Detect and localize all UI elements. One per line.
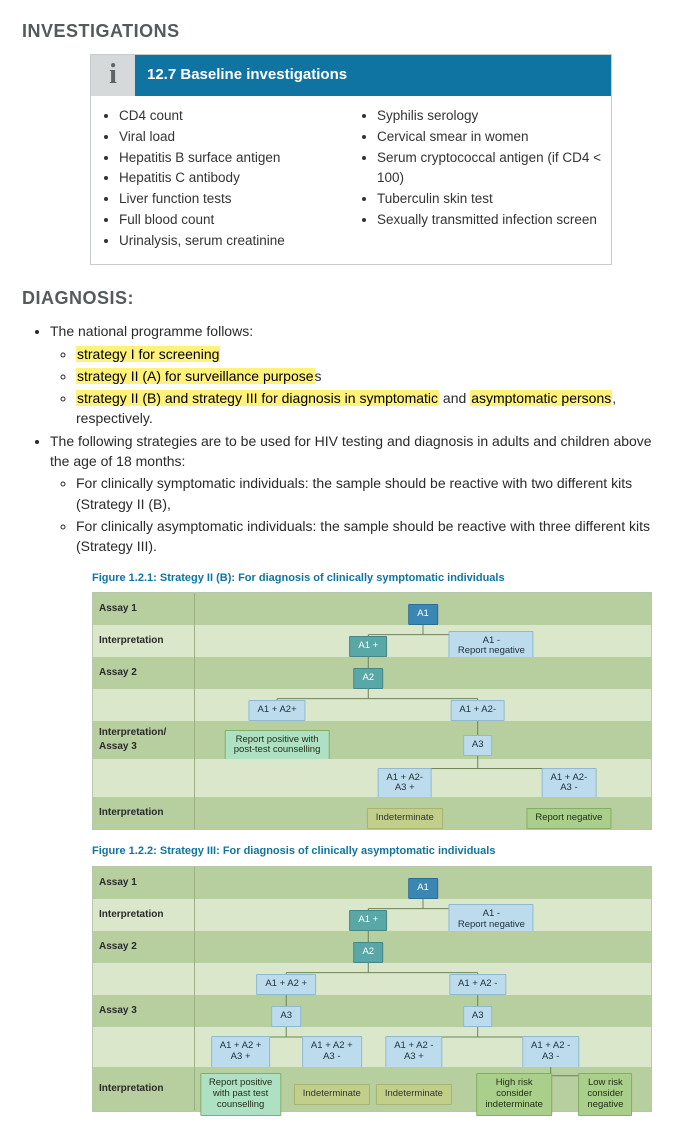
flow-node: A3 xyxy=(271,1006,301,1027)
figure-strategy-3: Figure 1.2.2: Strategy III: For diagnosi… xyxy=(92,844,652,1112)
flow-node: A1 + A2 - A3 + xyxy=(385,1036,442,1068)
flow-node: A1 + A2 + A3 + xyxy=(211,1036,271,1068)
flow-node: A1 + xyxy=(349,636,387,657)
row-label: Assay 2 xyxy=(93,931,195,963)
flow-node: Indeterminate xyxy=(376,1084,452,1105)
text: s xyxy=(315,368,322,384)
list-item: Hepatitis B surface antigen xyxy=(119,148,347,169)
flow-node: A2 xyxy=(353,942,383,963)
list-item: Full blood count xyxy=(119,210,347,231)
row-label: Assay 3 xyxy=(93,995,195,1027)
text: and xyxy=(439,390,470,406)
flow-node: A1 + A2- A3 - xyxy=(542,768,597,800)
figure-title: Figure 1.2.1: Strategy II (B): For diagn… xyxy=(92,571,652,587)
flow-node: A1 + A2 - A3 - xyxy=(522,1036,579,1068)
list-item: strategy I for screening xyxy=(76,344,658,364)
section-investigations-heading: INVESTIGATIONS xyxy=(22,18,658,44)
list-item: Serum cryptococcal antigen (if CD4 < 100… xyxy=(377,148,605,190)
flow-node: A1 xyxy=(408,878,438,899)
row-label: Interpretation xyxy=(93,797,195,829)
list-item: Liver function tests xyxy=(119,189,347,210)
highlight: strategy I for screening xyxy=(76,346,220,362)
list-item: strategy II (B) and strategy III for dia… xyxy=(76,388,658,429)
row-label xyxy=(93,689,195,721)
infobox-title: 12.7 Baseline investigations xyxy=(135,55,611,96)
flow-node: A1 + A2- xyxy=(450,700,505,721)
row-label: Assay 1 xyxy=(93,867,195,899)
text: The following strategies are to be used … xyxy=(50,433,652,469)
flow-node: A1 + A2+ xyxy=(249,700,306,721)
row-label xyxy=(93,759,195,797)
flow-node: A1 + xyxy=(349,910,387,931)
flow-node: Report positive with post-test counselli… xyxy=(225,730,330,762)
flow-node: A1 + A2 + xyxy=(256,974,316,995)
list-item: Sexually transmitted infection screen xyxy=(377,210,605,231)
infobox-left-list: CD4 count Viral load Hepatitis B surface… xyxy=(97,106,347,252)
row-label: Interpretation xyxy=(93,1067,195,1111)
flow-node: A3 xyxy=(463,1006,493,1027)
list-item: The following strategies are to be used … xyxy=(50,431,658,557)
row-label: Assay 1 xyxy=(93,593,195,625)
flow-node: High risk consider indeterminate xyxy=(476,1073,552,1116)
flow-node: A1 + A2- A3 + xyxy=(377,768,432,800)
info-icon: i xyxy=(91,55,135,96)
highlight: strategy II (A) for surveillance purpose xyxy=(76,368,315,384)
flow-node: Indeterminate xyxy=(367,808,443,829)
list-item: strategy II (A) for surveillance purpose… xyxy=(76,366,658,386)
row-label xyxy=(93,1027,195,1067)
flow-node: A1 + A2 + A3 - xyxy=(302,1036,362,1068)
row-label: Assay 2 xyxy=(93,657,195,689)
list-item: CD4 count xyxy=(119,106,347,127)
highlight: asymptomatic persons xyxy=(470,390,612,406)
baseline-investigations-box: i 12.7 Baseline investigations CD4 count… xyxy=(90,54,612,265)
section-diagnosis-heading: DIAGNOSIS: xyxy=(22,285,658,311)
list-item: Syphilis serology xyxy=(377,106,605,127)
flow-node: A3 xyxy=(463,735,493,756)
row-label: Interpretation/ Assay 3 xyxy=(93,721,195,759)
list-item: Tuberculin skin test xyxy=(377,189,605,210)
infobox-right-list: Syphilis serology Cervical smear in wome… xyxy=(355,106,605,252)
flow-node: A2 xyxy=(353,668,383,689)
list-item: Hepatitis C antibody xyxy=(119,168,347,189)
flow-node: A1 xyxy=(408,604,438,625)
list-item: Viral load xyxy=(119,127,347,148)
row-label: Interpretation xyxy=(93,625,195,657)
figure-title: Figure 1.2.2: Strategy III: For diagnosi… xyxy=(92,844,652,860)
flow-node: A1 + A2 - xyxy=(449,974,506,995)
flow-node: Low risk consider negative xyxy=(578,1073,632,1116)
list-item: Urinalysis, serum creatinine xyxy=(119,231,347,252)
flow-node: Report positive with past test counselli… xyxy=(200,1073,281,1116)
flow-node: Report negative xyxy=(526,808,611,829)
flow-node: Indeterminate xyxy=(294,1084,370,1105)
list-item: For clinically symptomatic individuals: … xyxy=(76,473,658,514)
diagnosis-body: The national programme follows: strategy… xyxy=(22,321,658,556)
text: The national programme follows: xyxy=(50,323,253,339)
list-item: Cervical smear in women xyxy=(377,127,605,148)
list-item: For clinically asymptomatic individuals:… xyxy=(76,516,658,557)
figure-strategy-2b: Figure 1.2.1: Strategy II (B): For diagn… xyxy=(92,571,652,831)
row-label: Interpretation xyxy=(93,899,195,931)
highlight: strategy II (B) and strategy III for dia… xyxy=(76,390,439,406)
list-item: The national programme follows: strategy… xyxy=(50,321,658,428)
row-label xyxy=(93,963,195,995)
